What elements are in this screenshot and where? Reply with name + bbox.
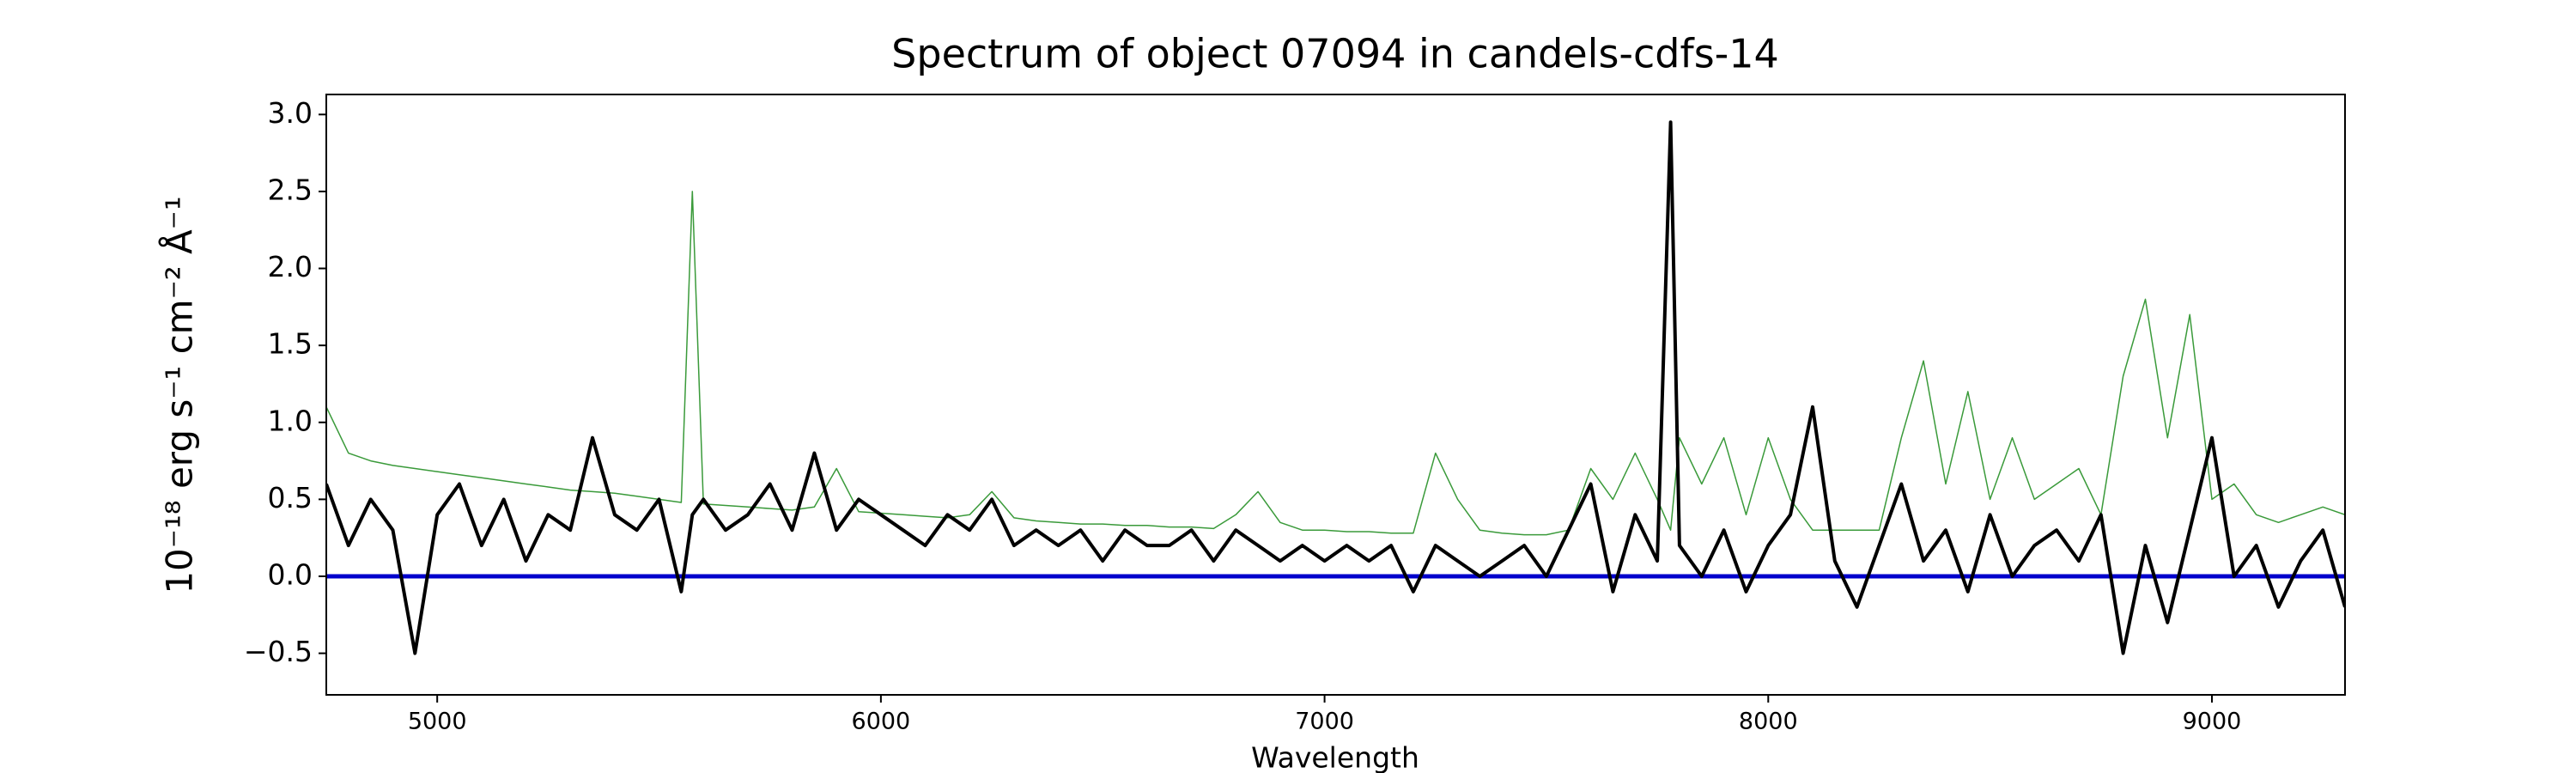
x-tick-label: 5000 <box>408 709 467 735</box>
y-tick-label: 0.0 <box>268 557 313 591</box>
y-tick-label: 2.0 <box>268 250 313 283</box>
y-axis-label: 10⁻¹⁸ erg s⁻¹ cm⁻² Å⁻¹ <box>158 196 201 593</box>
x-tick-label: 7000 <box>1295 709 1354 735</box>
series-line <box>326 191 2345 536</box>
x-axis-label: Wavelength <box>1251 741 1419 773</box>
x-tick-label: 9000 <box>2183 709 2242 735</box>
chart-title: Spectrum of object 07094 in candels-cdfs… <box>891 31 1779 77</box>
x-tick-label: 6000 <box>852 709 911 735</box>
y-tick-label: 2.5 <box>268 173 313 206</box>
y-tick-label: 1.5 <box>268 327 313 361</box>
y-tick-label: −0.5 <box>244 635 313 668</box>
y-tick-label: 3.0 <box>268 96 313 130</box>
plot-frame <box>325 94 2346 696</box>
y-tick-label: 1.0 <box>268 404 313 437</box>
series-line <box>326 120 2345 655</box>
x-tick-label: 8000 <box>1739 709 1798 735</box>
y-tick-label: 0.5 <box>268 481 313 514</box>
